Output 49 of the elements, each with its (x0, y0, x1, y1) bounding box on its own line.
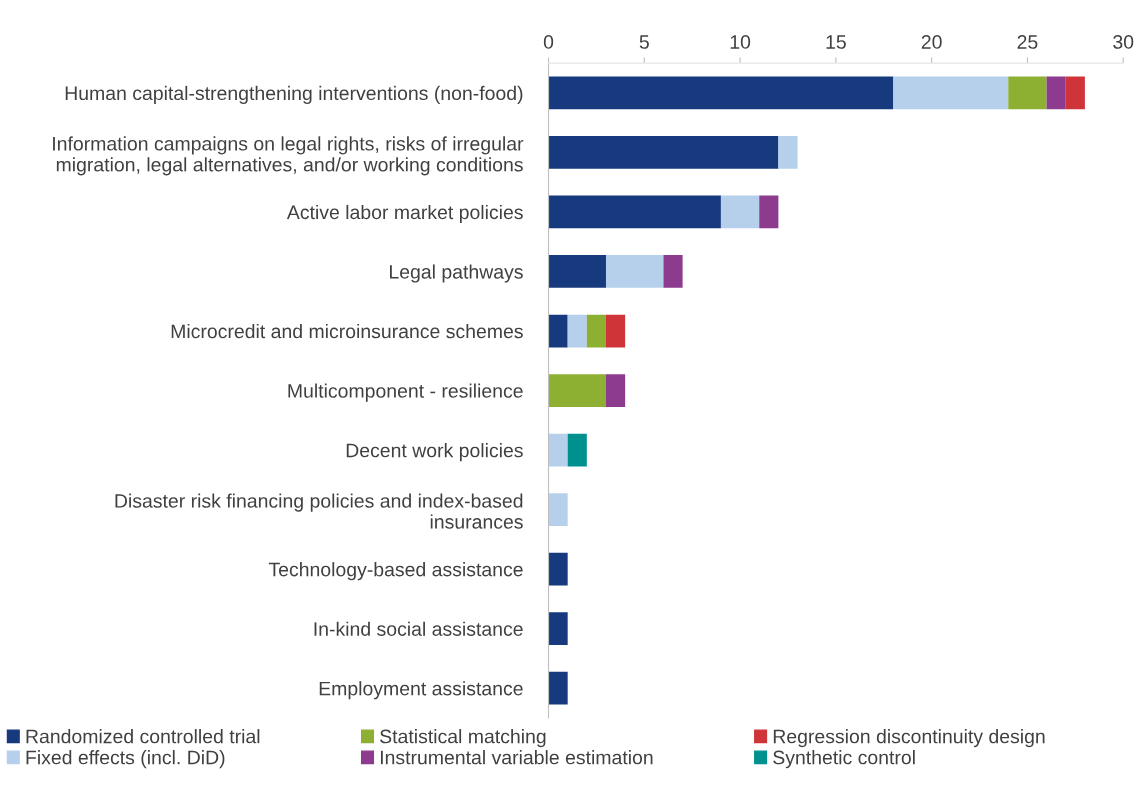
legend-label: Statistical matching (380, 729, 546, 748)
bar (605, 374, 626, 407)
bar (548, 433, 568, 467)
bar (548, 314, 568, 348)
bar (548, 76, 894, 110)
bar (893, 76, 1009, 110)
bar (605, 255, 664, 288)
y-tick-label: Human capital-strengthening interventions (non-food) (65, 85, 523, 104)
legend-label: Synthetic control (773, 750, 915, 769)
bar (778, 136, 798, 169)
x-tick-label: 0 (543, 35, 554, 49)
y-tick-label: Microcredit and microinsurance schemes (171, 323, 523, 339)
x-tick-label: 10 (730, 35, 751, 49)
bar (1065, 76, 1085, 110)
bar (548, 671, 568, 705)
bar (548, 493, 568, 526)
legend-label: Instrumental variable estimation (380, 750, 653, 765)
bar (548, 136, 779, 169)
bar (720, 195, 760, 229)
x-tick-label: 30 (1113, 35, 1134, 49)
y-tick-label: Information campaigns on legal rights, risks of irregular migration, legal alternatives, and/or working conditions (53, 136, 524, 176)
x-tick-label: 25 (1017, 35, 1038, 49)
bar (1008, 76, 1047, 110)
bar (548, 552, 568, 586)
bar (1046, 76, 1066, 110)
bar (586, 314, 606, 348)
bar (605, 314, 626, 348)
y-tick-label: Multicomponent - resilience (288, 383, 523, 402)
legend-label: Randomized controlled trial (26, 729, 260, 744)
y-tick-label: Active labor market policies (286, 204, 523, 224)
y-tick-label: Decent work policies (346, 443, 523, 462)
x-tick-label: 15 (826, 35, 846, 49)
legend-label: Regression discontinuity design (773, 729, 1045, 748)
bar (759, 195, 779, 229)
x-tick-label: 5 (639, 35, 649, 49)
legend-label: Fixed effects (incl. DiD) (26, 750, 225, 769)
y-tick-label: In-kind social assistance (314, 621, 523, 636)
bar (567, 433, 587, 467)
bar (548, 374, 606, 407)
y-tick-label: Technology-based assistance (268, 562, 523, 581)
bar (548, 255, 606, 288)
y-tick-label: Disaster risk financing policies and index-based insurances (115, 493, 523, 529)
x-tick-label: 20 (921, 35, 942, 49)
y-tick-label: Employment assistance (319, 681, 523, 700)
bar (548, 195, 721, 229)
bar (548, 612, 568, 646)
bar (567, 314, 587, 348)
bar (663, 255, 683, 288)
y-tick-label: Legal pathways (390, 264, 523, 283)
